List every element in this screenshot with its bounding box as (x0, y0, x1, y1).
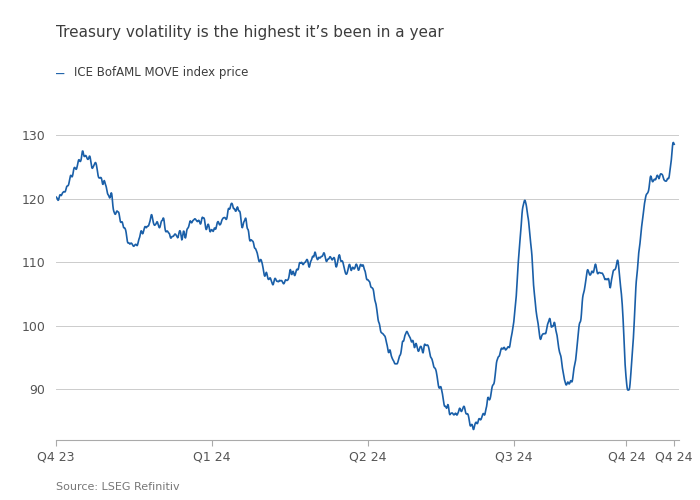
Text: Source: LSEG Refinitiv: Source: LSEG Refinitiv (56, 482, 180, 492)
Text: Treasury volatility is the highest it’s been in a year: Treasury volatility is the highest it’s … (56, 25, 444, 40)
Text: —: — (56, 68, 64, 82)
Text: ICE BofAML MOVE index price: ICE BofAML MOVE index price (74, 66, 248, 79)
